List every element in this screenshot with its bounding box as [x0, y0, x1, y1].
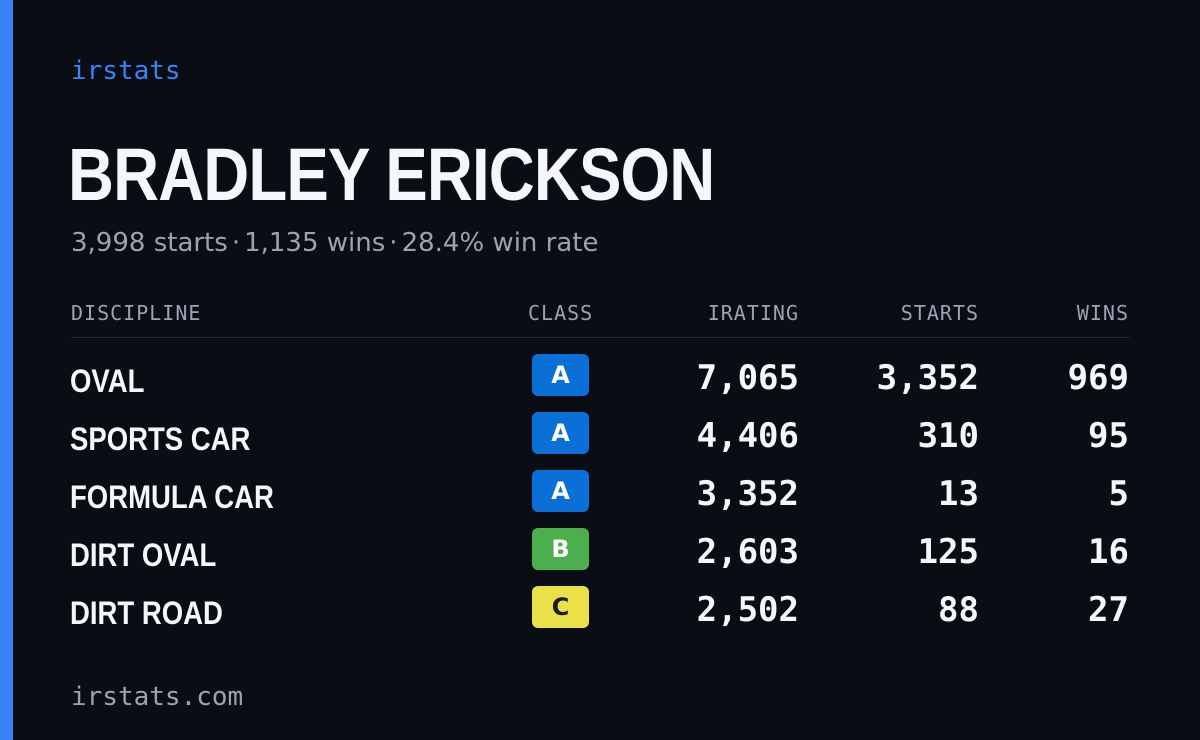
starts-summary: 3,998 starts — [71, 228, 228, 258]
player-summary: 3,998 starts · 1,135 wins · 28.4% win rate — [71, 228, 598, 258]
separator: · — [389, 228, 398, 258]
wins-value: 16 — [1088, 532, 1129, 572]
class-badge: A — [532, 354, 589, 396]
wins-value: 95 — [1088, 416, 1129, 456]
header-wins: WINS — [1076, 301, 1129, 325]
class-badge: B — [532, 528, 589, 570]
discipline-name: SPORTS CAR — [70, 421, 251, 457]
starts-value: 13 — [938, 474, 979, 514]
header-divider — [71, 337, 1130, 338]
starts-value: 125 — [917, 532, 979, 572]
irating-value: 7,065 — [696, 358, 799, 398]
wins-value: 5 — [1108, 474, 1129, 514]
header-starts: STARTS — [900, 301, 979, 325]
starts-value: 88 — [938, 590, 979, 630]
wins-value: 969 — [1067, 358, 1129, 398]
header-class: CLASS — [528, 301, 594, 325]
irating-value: 2,502 — [696, 590, 799, 630]
separator: · — [231, 228, 241, 258]
irating-value: 4,406 — [696, 416, 799, 456]
class-badge: C — [532, 586, 589, 628]
discipline-name: DIRT ROAD — [70, 595, 223, 631]
table-row: DIRT ROAD C 2,502 88 27 — [0, 586, 1200, 644]
win-rate-summary: 28.4% win rate — [401, 228, 599, 258]
class-badge: A — [532, 412, 589, 454]
starts-value: 3,352 — [876, 358, 979, 398]
table-row: SPORTS CAR A 4,406 310 95 — [0, 412, 1200, 470]
irating-value: 3,352 — [696, 474, 799, 514]
brand-logo-text: irstats — [71, 56, 181, 86]
irating-value: 2,603 — [696, 532, 799, 572]
starts-value: 310 — [917, 416, 979, 456]
table-row: DIRT OVAL B 2,603 125 16 — [0, 528, 1200, 586]
header-discipline: DISCIPLINE — [71, 301, 202, 325]
accent-bar — [0, 0, 13, 740]
class-badge: A — [532, 470, 589, 512]
wins-value: 27 — [1088, 590, 1129, 630]
header-irating: IRATING — [707, 301, 799, 325]
table-row: FORMULA CAR A 3,352 13 5 — [0, 470, 1200, 528]
table-row: OVAL A 7,065 3,352 969 — [0, 354, 1200, 412]
footer-url: irstats.com — [71, 682, 244, 712]
wins-summary: 1,135 wins — [244, 228, 386, 258]
discipline-name: DIRT OVAL — [70, 537, 217, 573]
player-name: BRADLEY ERICKSON — [68, 133, 715, 216]
discipline-name: FORMULA CAR — [70, 479, 274, 515]
discipline-name: OVAL — [70, 363, 145, 399]
